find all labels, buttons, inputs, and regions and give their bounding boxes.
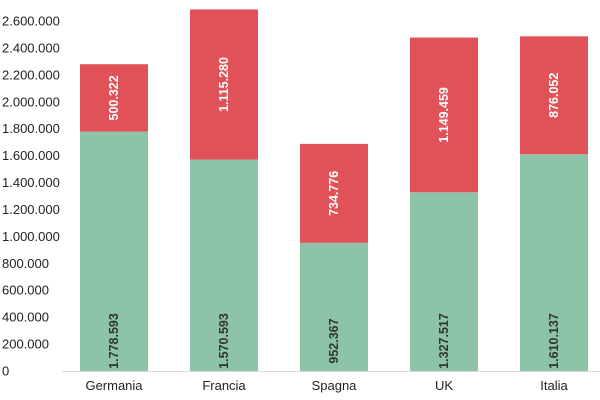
y-tick-label: 1.000.000 (2, 229, 60, 244)
data-label: 1.778.593 (107, 313, 121, 369)
bar-segment (80, 64, 148, 132)
y-tick-label: 1.800.000 (2, 121, 60, 136)
y-tick-label: 200.000 (2, 337, 49, 352)
data-label: 1.610.137 (547, 313, 561, 369)
x-category-label: UK (435, 378, 453, 393)
bar-segment (300, 143, 368, 243)
bar-segment (410, 37, 478, 193)
bar-segment (520, 36, 588, 155)
y-tick-label: 1.400.000 (2, 175, 60, 190)
bar-segment (190, 159, 258, 371)
y-tick-label: 1.600.000 (2, 148, 60, 163)
y-tick-label: 800.000 (2, 256, 49, 271)
data-labels: 1.778.593 500.322 1.570.593 1.115.280 952.36… (107, 57, 561, 369)
y-tick-label: 2.200.000 (2, 67, 60, 82)
data-label: 1.115.280 (217, 57, 231, 112)
bar-segment (410, 192, 478, 371)
data-label: 1.570.593 (217, 313, 231, 369)
x-axis: Germania Francia Spagna UK Italia (62, 371, 600, 393)
data-label: 1.149.459 (437, 87, 451, 143)
data-label: 1.327.517 (437, 313, 451, 369)
bar-segment (300, 242, 368, 371)
y-tick-label: 0 (2, 364, 9, 379)
x-category-label: Spagna (312, 378, 358, 393)
data-label: 500.322 (107, 75, 121, 120)
y-axis: 0 200.000 400.000 600.000 800.000 1.000.000 1.… (2, 14, 60, 379)
y-tick-label: 2.000.000 (2, 94, 60, 109)
y-tick-label: 400.000 (2, 310, 49, 325)
bars (80, 9, 588, 371)
bar-segment (80, 131, 148, 371)
bar-segment (520, 154, 588, 371)
x-category-label: Italia (540, 378, 568, 393)
data-label: 734.776 (327, 171, 341, 216)
x-category-label: Germania (85, 378, 143, 393)
y-tick-label: 600.000 (2, 283, 49, 298)
y-tick-label: 1.200.000 (2, 202, 60, 217)
x-category-label: Francia (202, 378, 246, 393)
data-label: 876.052 (547, 73, 561, 118)
y-tick-label: 2.400.000 (2, 40, 60, 55)
y-tick-label: 2.600.000 (2, 14, 60, 29)
bar-segment (190, 9, 258, 160)
data-label: 952.367 (327, 318, 341, 363)
